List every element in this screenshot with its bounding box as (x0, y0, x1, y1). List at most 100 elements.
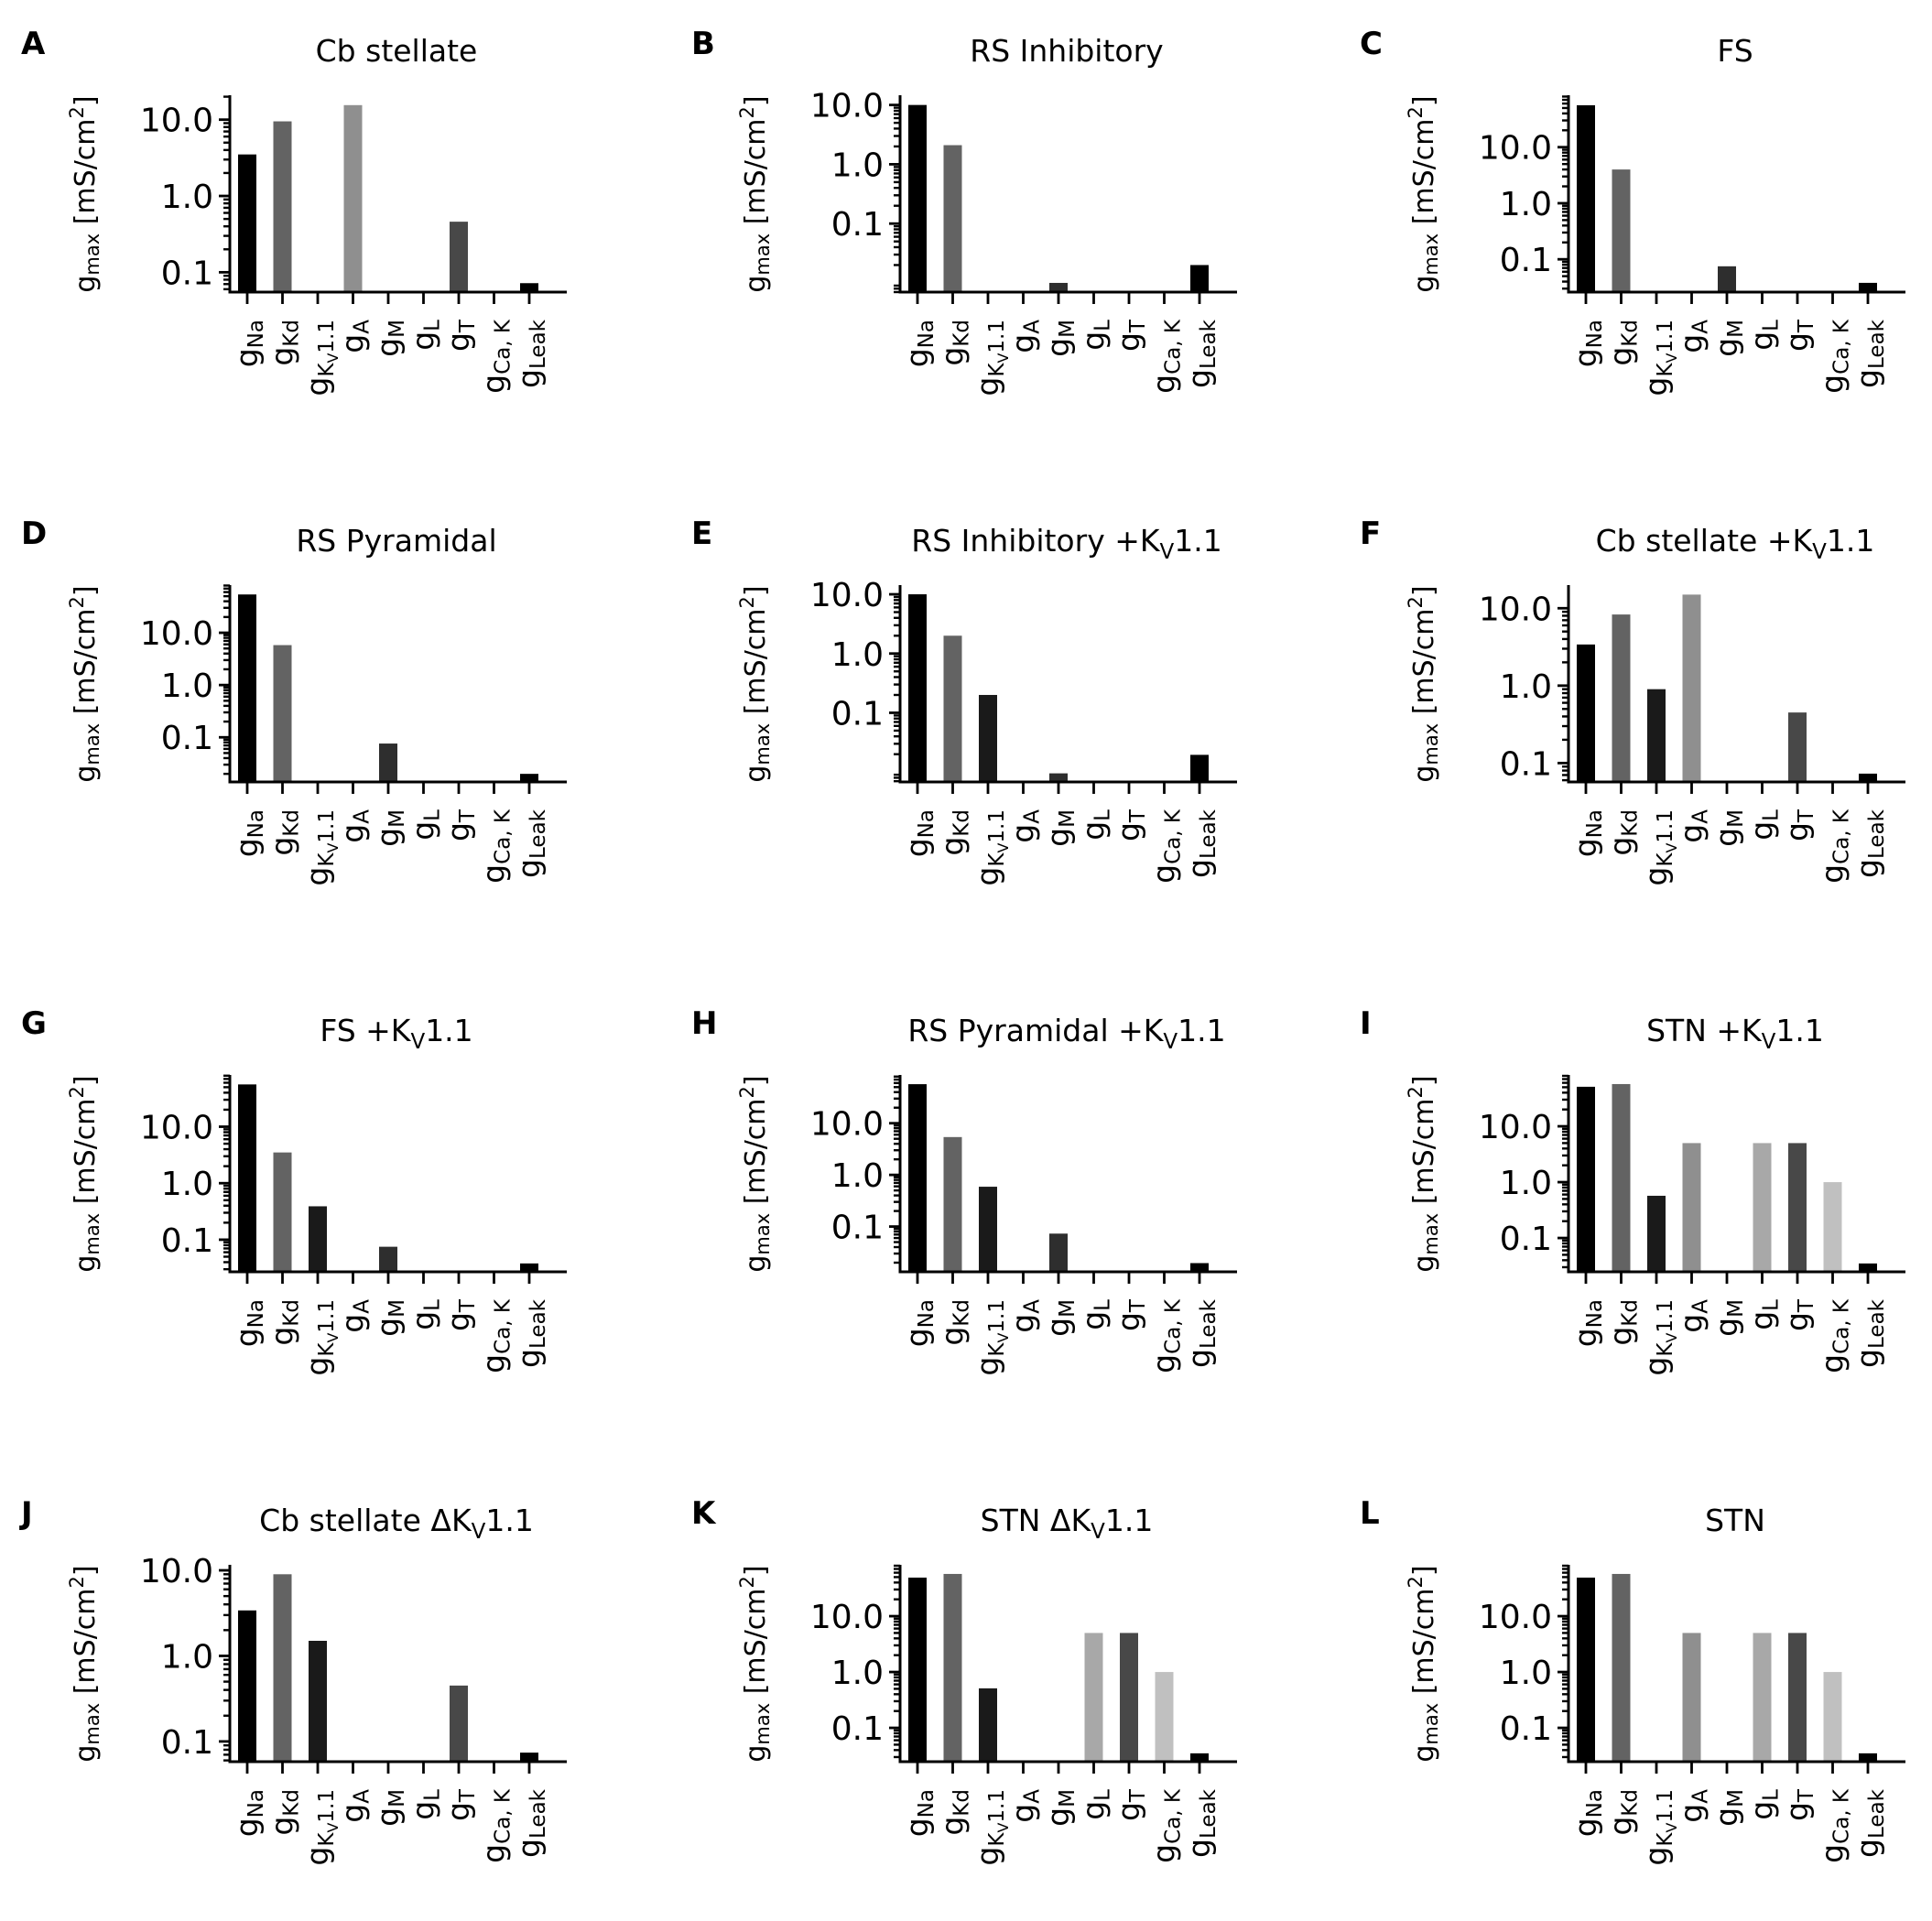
bar-g-kv11 (1647, 1195, 1666, 1272)
y-axis-label: gmax [mS/cm2] (66, 1075, 103, 1272)
panel-letter: D (21, 516, 47, 552)
bar-g-na (908, 104, 927, 292)
x-tick-label: gNa (899, 1299, 939, 1347)
x-tick-label: gM (1040, 1789, 1080, 1827)
panel-h: H RS Pyramidal +KV1.1 gmax [mS/cm2] 10.0 1.0… (691, 1005, 1237, 1376)
x-tick-label: gNa (1568, 1789, 1607, 1837)
x-tick-label: gA (1005, 320, 1045, 353)
x-tick-label: gM (370, 1789, 409, 1827)
bar-g-m (379, 743, 397, 782)
bar-g-m (1718, 266, 1736, 292)
x-tick-label: gNa (899, 1789, 939, 1837)
panel-title: RS Pyramidal (296, 523, 496, 559)
x-tick-label: gA (1674, 1299, 1713, 1333)
x-tick-label: gL (406, 1789, 445, 1820)
bar-g-a (1682, 1633, 1701, 1762)
panel-title: RS Inhibitory (970, 33, 1163, 69)
bar-g-l (1084, 1633, 1103, 1762)
y-axis-label: gmax [mS/cm2] (736, 1565, 774, 1762)
x-tick-label: gT (440, 319, 480, 352)
panel-title: Cb stellate ΔKV1.1 (259, 1503, 534, 1544)
x-tick-label: gNa (229, 1299, 268, 1347)
bar-g-na (1577, 1086, 1595, 1272)
bar-g-kd (273, 121, 292, 292)
x-tick-label: gNa (899, 809, 939, 857)
x-tick-label: gNa (1568, 320, 1607, 367)
x-tick-label: gM (1040, 320, 1080, 357)
y-tick-label: 0.1 (1500, 1221, 1552, 1258)
x-tick-label: gLeak (1181, 809, 1221, 878)
panel-title: STN (1705, 1503, 1765, 1538)
x-tick-label: gCa, K (476, 809, 516, 884)
x-tick-label: gLeak (1850, 809, 1889, 878)
x-tick-label: gKV1.1 (299, 809, 342, 886)
panel-letter: J (19, 1495, 33, 1532)
panel-title: STN +KV1.1 (1646, 1013, 1824, 1054)
bar-g-kd (943, 635, 962, 782)
x-tick-label: gKd (265, 320, 304, 366)
x-tick-label: gKV1.1 (299, 1299, 342, 1376)
x-tick-label: gM (1709, 320, 1748, 357)
x-tick-label: gLeak (1850, 319, 1889, 388)
panel-letter: B (691, 26, 715, 62)
x-tick-label: gKd (265, 809, 304, 856)
panel-title: FS (1717, 33, 1753, 69)
x-tick-label: gLeak (1181, 1298, 1221, 1368)
x-tick-label: gKd (935, 809, 974, 856)
panel-letter: C (1360, 26, 1383, 62)
x-tick-label: gL (1744, 320, 1784, 351)
y-axis-label: gmax [mS/cm2] (1405, 1075, 1442, 1272)
y-tick-label: 1.0 (1500, 1655, 1552, 1692)
bar-g-t (1788, 712, 1807, 782)
y-axis-label: gmax [mS/cm2] (1405, 585, 1442, 782)
x-tick-label: gM (1709, 809, 1748, 847)
panel-title: RS Pyramidal +KV1.1 (907, 1013, 1225, 1054)
panel-letter: E (691, 516, 712, 552)
bar-g-kv11 (309, 1641, 327, 1762)
bar-g-t (1788, 1633, 1807, 1762)
y-tick-label: 1.0 (831, 1157, 884, 1195)
bar-g-cak (1823, 1672, 1842, 1762)
x-tick-label: gL (406, 320, 445, 351)
bar-g-na (238, 154, 256, 292)
y-tick-label: 1.0 (161, 1638, 213, 1676)
x-tick-label: gCa, K (1815, 1298, 1854, 1373)
x-tick-label: gKd (935, 1299, 974, 1346)
bar-g-m (1049, 773, 1068, 782)
x-tick-label: gT (1111, 319, 1150, 352)
bar-g-kd (943, 1573, 962, 1762)
panel-j: J Cb stellate ΔKV1.1 gmax [mS/cm2] 10.0 1.0 0… (19, 1495, 567, 1866)
panel-e: E RS Inhibitory +KV1.1 gmax [mS/cm2] 10.0 1.… (691, 516, 1237, 886)
x-tick-label: gT (1779, 319, 1818, 352)
y-tick-label: 0.1 (161, 255, 213, 292)
y-axis-label: gmax [mS/cm2] (1405, 95, 1442, 292)
bar-g-kd (1612, 1573, 1631, 1762)
x-tick-label: gL (1744, 1299, 1784, 1330)
panel-title: RS Inhibitory +KV1.1 (911, 523, 1221, 564)
x-tick-label: gCa, K (1146, 1788, 1186, 1863)
panel-b: B RS Inhibitory gmax [mS/cm2] 10.0 1.0 0.1 gNa… (691, 26, 1237, 396)
bar-g-na (908, 1577, 927, 1762)
x-tick-label: gT (440, 1788, 480, 1821)
x-tick-label: gL (1076, 1299, 1115, 1330)
bar-g-kv11 (979, 694, 997, 782)
x-tick-label: gCa, K (1146, 319, 1186, 394)
panel-letter: G (21, 1005, 47, 1042)
x-tick-label: gLeak (1850, 1788, 1889, 1858)
bar-g-leak (1190, 1753, 1209, 1762)
panel-letter: F (1360, 516, 1381, 552)
x-tick-label: gM (1709, 1299, 1748, 1337)
bar-g-l (1753, 1143, 1772, 1272)
bar-g-leak (520, 283, 538, 292)
bar-g-leak (520, 774, 538, 782)
x-tick-label: gCa, K (1815, 809, 1854, 884)
bar-g-kd (1612, 614, 1631, 782)
panel-a: A Cb stellate gmax [mS/cm2] 10.0 1.0 0.1 gNagK… (21, 26, 567, 396)
x-tick-label: gA (1005, 809, 1045, 843)
x-tick-label: gKV1.1 (1638, 809, 1680, 886)
bar-g-cak (1155, 1672, 1174, 1762)
y-axis-label: gmax [mS/cm2] (66, 1565, 103, 1762)
x-tick-label: gKV1.1 (299, 1789, 342, 1866)
bar-g-leak (520, 1753, 538, 1762)
